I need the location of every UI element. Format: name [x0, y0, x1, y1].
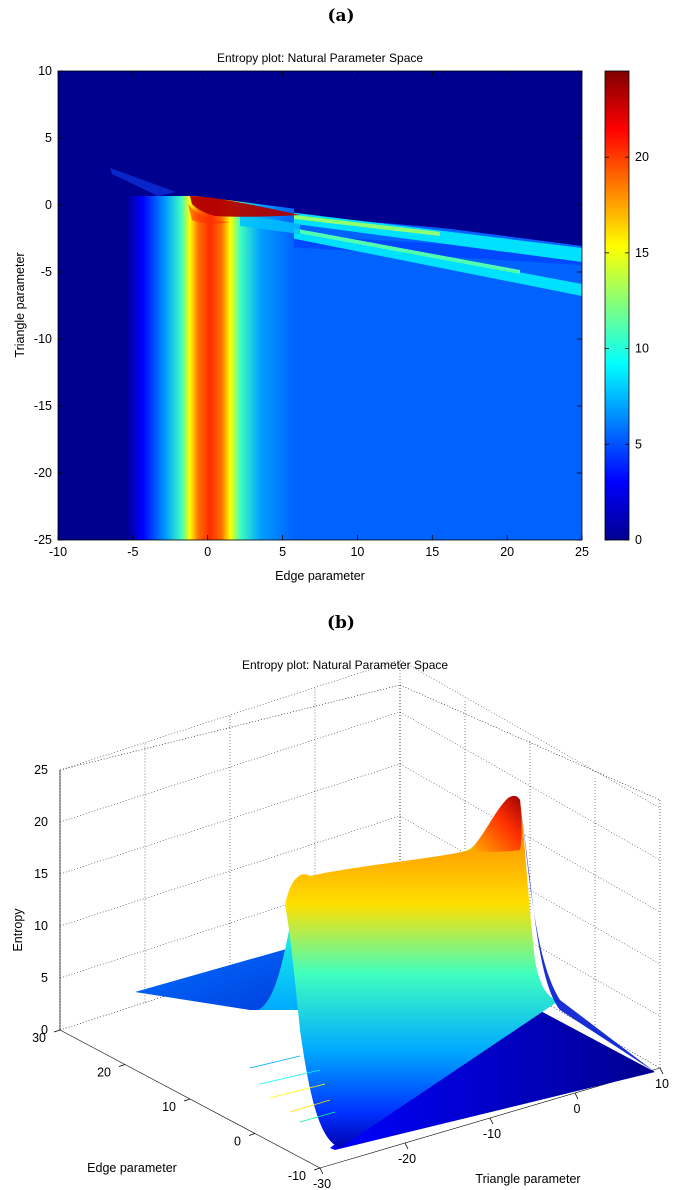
surface-peak — [470, 795, 522, 852]
colorbar-ticks: 0 5 10 15 20 — [605, 150, 649, 547]
triangle-tick-label: -10 — [483, 1127, 501, 1141]
heatmap-x-tick-label: 0 — [204, 545, 211, 559]
surface-edge-axis-label: Edge parameter — [87, 1161, 177, 1175]
triangle-tick-label: 0 — [574, 1102, 581, 1116]
surface — [135, 795, 655, 1150]
colorbar-gradient — [604, 70, 630, 541]
colorbar-tick-label: 0 — [635, 533, 642, 547]
edge-tick — [248, 1133, 256, 1136]
box-edge — [59, 684, 401, 771]
triangle-tick — [404, 1142, 409, 1150]
grid-line — [399, 867, 661, 1017]
surface-triangle-axis-label: Triangle parameter — [475, 1172, 580, 1186]
edge-tick-label: -10 — [288, 1169, 306, 1183]
edge-tick — [183, 1098, 191, 1102]
heatmap-x-tick-label: 5 — [279, 545, 286, 559]
grid-line — [59, 815, 401, 927]
surface-z-axis-label: Entropy — [11, 908, 25, 952]
grid-line — [59, 659, 401, 771]
heatmap-y-ticks: 10 5 0 -5 -10 -15 -20 -25 — [34, 64, 582, 547]
entropy-tick-label: 0 — [41, 1023, 48, 1037]
surface-front-ridge — [285, 800, 560, 1148]
heatmap-frame — [57, 70, 583, 541]
edge-tick-label: 20 — [97, 1066, 111, 1080]
triangle-tick — [574, 1092, 579, 1100]
entropy-ticks: 0 5 10 15 20 25 — [34, 763, 48, 1037]
heatmap-x-tick-label: -5 — [127, 545, 138, 559]
heatmap-plateau — [208, 208, 582, 540]
edge-tick — [53, 1029, 61, 1033]
surface-title: Entropy plot: Natural Parameter Space — [242, 658, 448, 672]
heatmap-x-axis-label: Edge parameter — [275, 569, 365, 583]
heatmap-y-tick-label: -20 — [34, 466, 52, 480]
heatmap-title: Entropy plot: Natural Parameter Space — [217, 51, 423, 65]
triangle-tick-label: -20 — [398, 1152, 416, 1166]
heatmap-y-tick-label: -15 — [34, 399, 52, 413]
contour-line — [269, 1083, 326, 1099]
entropy-tick-label: 10 — [34, 919, 48, 933]
triangle-tick-label: 10 — [655, 1077, 669, 1091]
heatmap-y-tick-label: -25 — [34, 533, 52, 547]
heatmap-x-tick-label: 25 — [575, 545, 589, 559]
grid-line — [399, 763, 661, 913]
heatmap-diagonal-ridge-lower-core — [260, 222, 520, 274]
heatmap-zero-region — [58, 71, 582, 246]
heatmap-boundary-tail — [110, 168, 176, 196]
heatmap-x-ticks: -10 -5 0 5 10 15 20 25 — [49, 71, 589, 559]
heatmap-x-tick-label: 15 — [425, 545, 439, 559]
heatmap-y-tick-label: -10 — [34, 332, 52, 346]
colorbar-tick-label: 10 — [635, 342, 649, 356]
grid-line — [399, 815, 661, 965]
entropy-tick-label: 25 — [34, 763, 48, 777]
triangle-tick — [659, 1067, 664, 1075]
box-edge — [399, 684, 661, 801]
heatmap-plot-area — [58, 71, 582, 540]
colorbar: 0 5 10 15 20 — [604, 70, 649, 547]
heatmap-y-tick-label: 0 — [45, 198, 52, 212]
heatmap-y-tick-label: 5 — [45, 131, 52, 145]
heatmap-x-tick-label: -10 — [49, 545, 67, 559]
surface-floor-front — [330, 1000, 655, 1150]
heatmap-x-tick-label: 10 — [350, 545, 364, 559]
triangle-tick — [319, 1167, 324, 1175]
triangle-tick — [489, 1117, 494, 1125]
entropy-tick-label: 15 — [34, 867, 48, 881]
heatmap-diagonal-ridge-lower — [220, 216, 582, 296]
edge-tick-label: 0 — [234, 1135, 241, 1149]
heatmap-y-axis-label: Triangle parameter — [13, 252, 27, 357]
contour-line — [289, 1099, 331, 1113]
entropy-tick-label: 20 — [34, 815, 48, 829]
colorbar-tick-label: 20 — [635, 150, 649, 164]
surface-floor — [135, 948, 290, 1010]
colorbar-tick-label: 5 — [635, 437, 642, 451]
heatmap-x-tick-label: 20 — [500, 545, 514, 559]
contour-line — [259, 1069, 321, 1085]
panel-a-label: (a) — [327, 6, 354, 26]
grid-line — [399, 711, 661, 861]
heatmap-peak — [190, 196, 300, 217]
surface-contour-lines — [249, 1055, 336, 1123]
edge-tick — [313, 1167, 321, 1171]
contour-line — [249, 1055, 301, 1069]
grid-line — [399, 659, 661, 809]
panel-b-label: (b) — [327, 613, 355, 633]
triangle-tick-label: -30 — [313, 1177, 331, 1190]
edge-tick — [118, 1064, 126, 1067]
contour-line — [299, 1111, 336, 1123]
edge-ticks: 30 20 10 0 -10 — [32, 1029, 321, 1183]
heatmap-y-tick-label: -5 — [41, 265, 52, 279]
colorbar-tick-label: 15 — [635, 246, 649, 260]
heatmap-ridge-shoulder — [240, 214, 300, 234]
heatmap-y-tick-label: 10 — [38, 64, 52, 78]
edge-tick-label: 30 — [32, 1031, 46, 1045]
heatmap-peak-core — [188, 204, 230, 224]
triangle-ticks: -30 -20 -10 0 10 — [313, 1067, 669, 1190]
grid-line — [59, 763, 401, 875]
edge-tick-label: 10 — [162, 1100, 176, 1114]
entropy-tick-label: 5 — [41, 971, 48, 985]
heatmap-vertical-ridge — [126, 196, 294, 540]
grid-line — [59, 711, 401, 823]
